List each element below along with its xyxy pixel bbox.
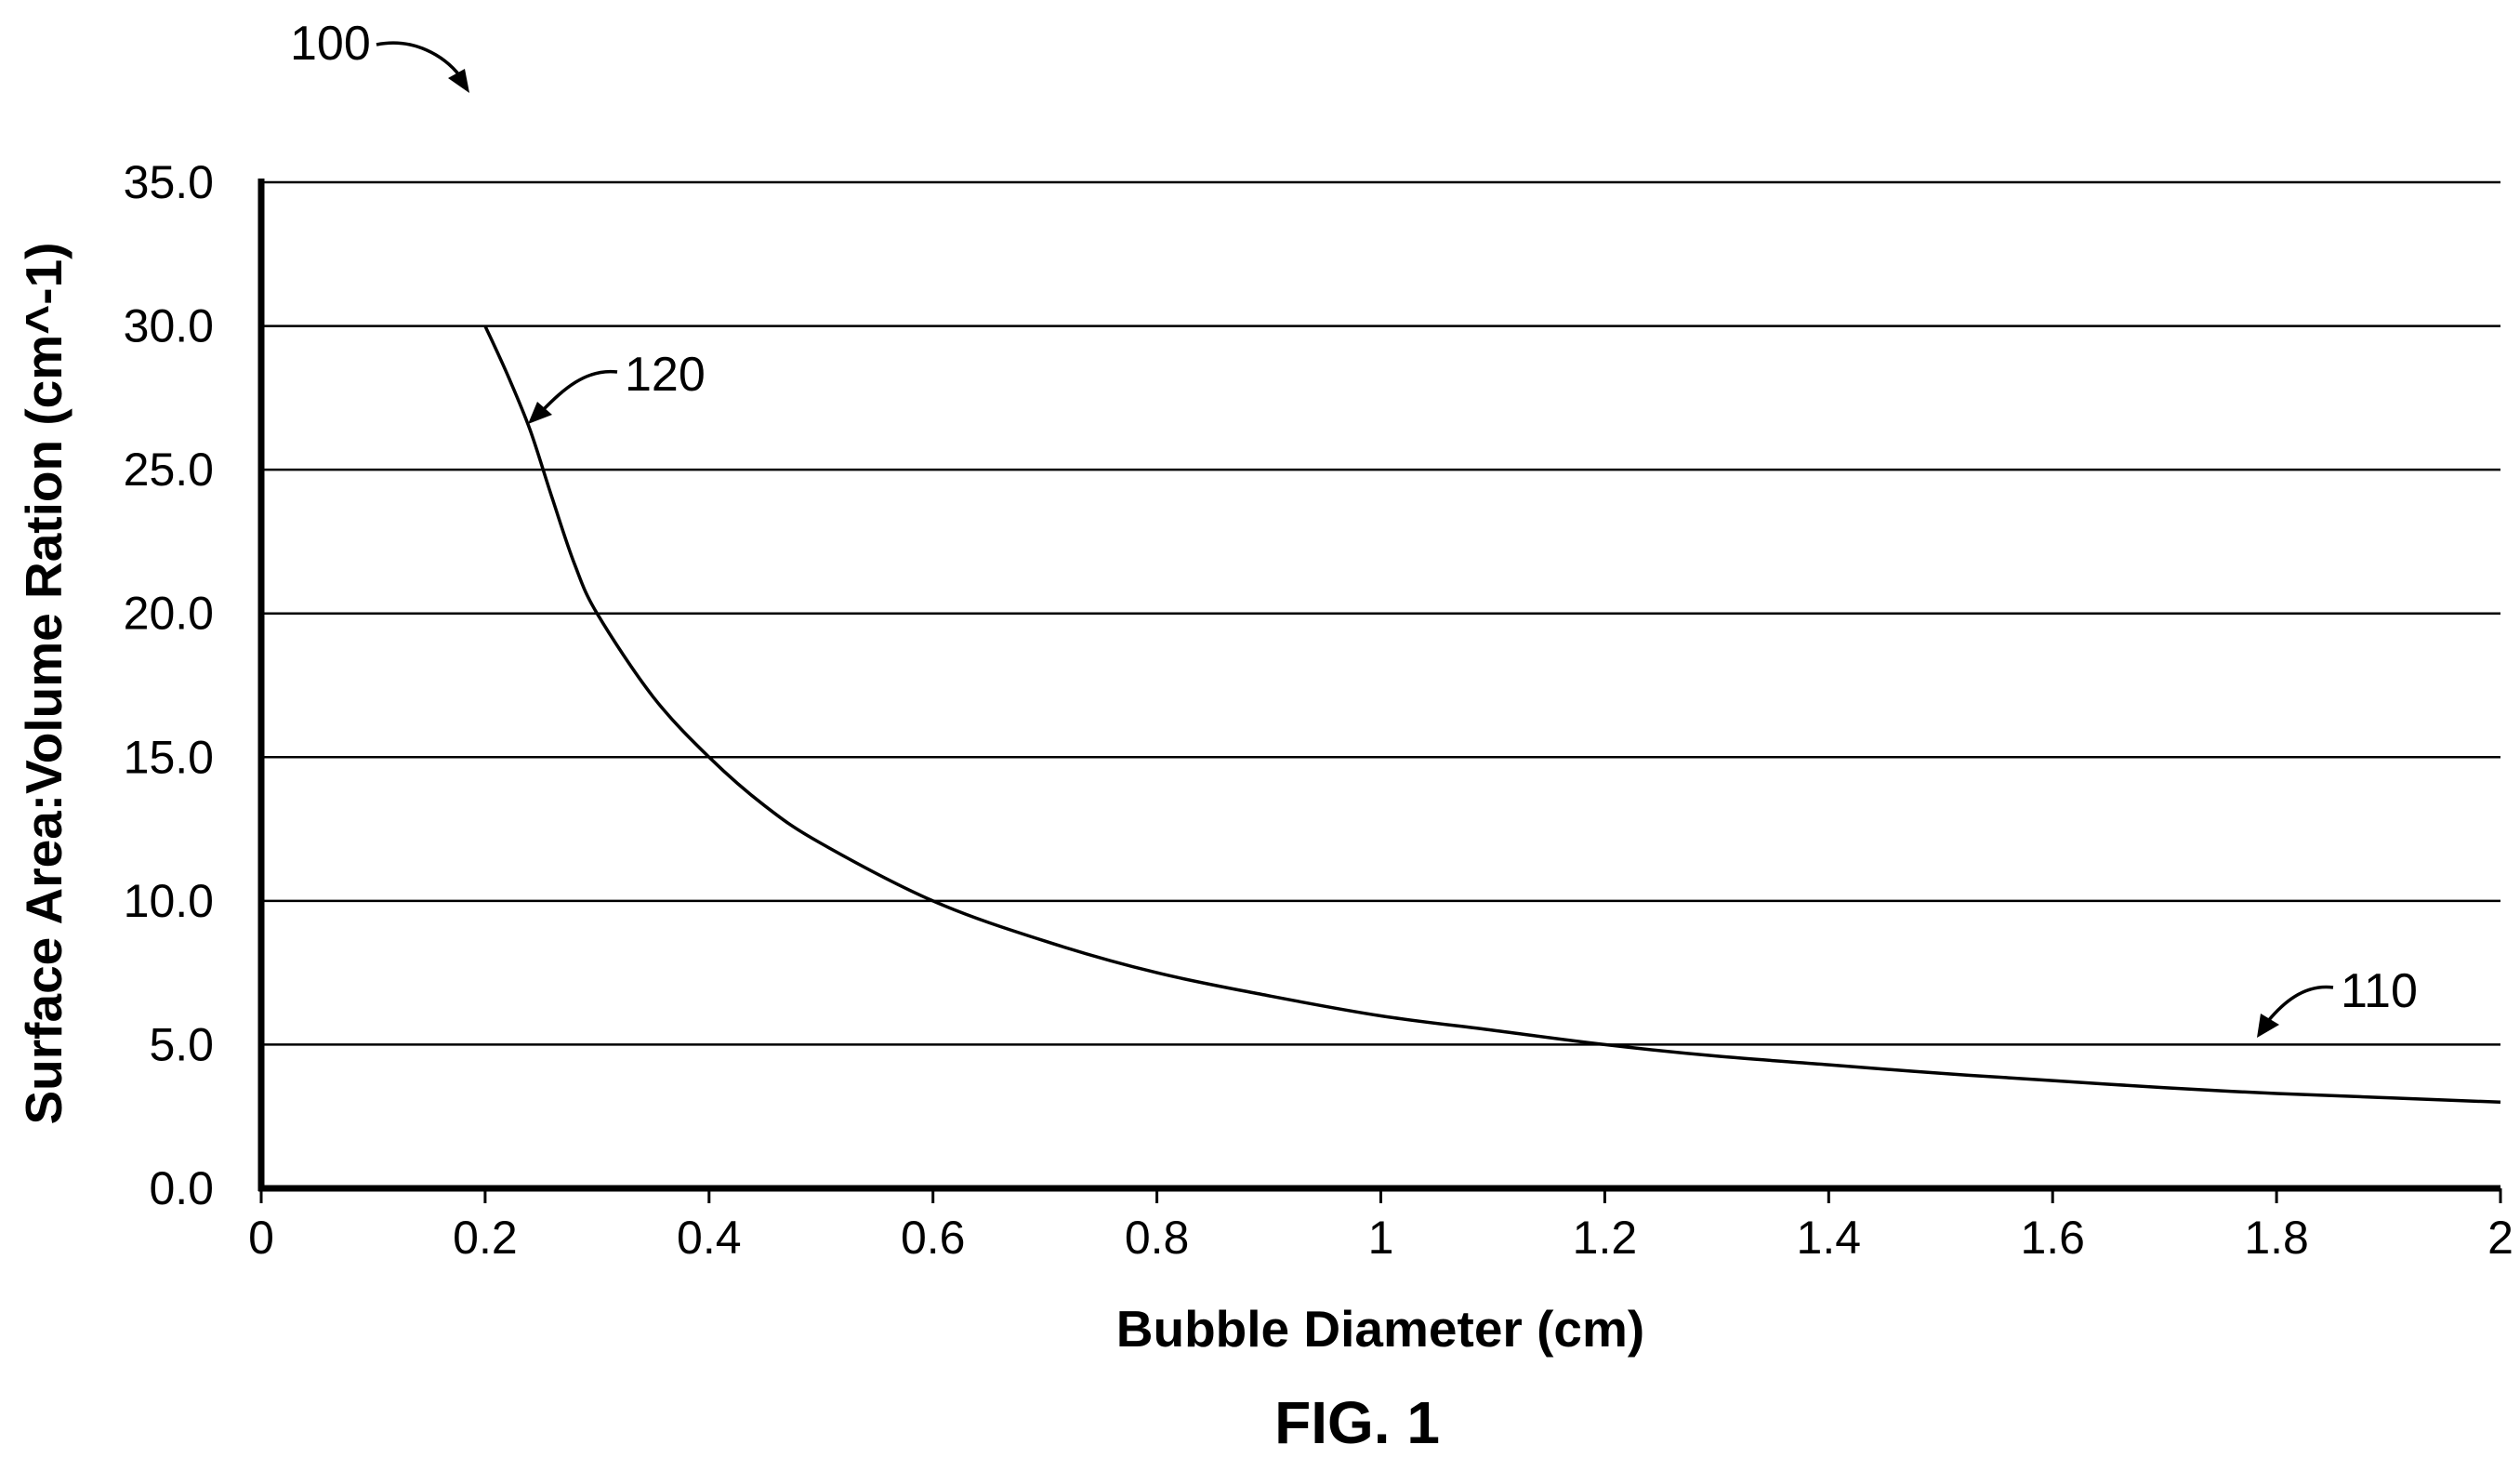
x-tick-label: 1.8 xyxy=(2244,1212,2309,1264)
y-tick-label: 25.0 xyxy=(124,444,214,496)
y-tick-label: 35.0 xyxy=(124,156,214,208)
x-tick-label: 1 xyxy=(1368,1212,1394,1264)
y-axis-title: Surface Area:Volume Ration (cm^-1) xyxy=(15,243,73,1125)
ref-120-arrowhead xyxy=(528,402,552,424)
x-tick-label: 1.2 xyxy=(1573,1212,1638,1264)
x-tick-label: 0.2 xyxy=(453,1212,518,1264)
figure-label: FIG. 1 xyxy=(1274,1389,1440,1456)
x-axis-title: Bubble Diameter (cm) xyxy=(1116,1300,1644,1358)
ref-120-leader xyxy=(542,369,618,411)
ref-110-arrowhead xyxy=(2257,1014,2279,1038)
x-tick-label: 0.8 xyxy=(1125,1212,1190,1264)
x-tick-label: 2 xyxy=(2487,1212,2513,1264)
ref-100-arrowhead xyxy=(448,69,469,93)
x-tick-label: 0.6 xyxy=(901,1212,966,1264)
y-tick-label: 20.0 xyxy=(124,588,214,640)
data-series-line xyxy=(483,325,2501,1105)
ref-numeral-110: 110 xyxy=(2341,964,2418,1018)
ref-100-leader xyxy=(376,41,462,78)
y-tick-label: 10.0 xyxy=(124,875,214,927)
axes xyxy=(257,179,2500,1192)
y-tick-label: 30.0 xyxy=(124,300,214,352)
x-tick-label: 1.4 xyxy=(1797,1212,1862,1264)
x-tick-label: 1.6 xyxy=(2020,1212,2085,1264)
x-tick-label: 0 xyxy=(248,1212,274,1264)
gridlines xyxy=(261,180,2500,1046)
ref-numeral-100: 100 xyxy=(290,17,371,71)
y-tick-label: 15.0 xyxy=(124,731,214,783)
ref-numeral-120: 120 xyxy=(625,348,706,402)
x-tick-labels: 0 0.2 0.4 0.6 0.8 1 1.2 1.4 1.6 1.8 2 xyxy=(248,1188,2513,1264)
y-tick-label: 0.0 xyxy=(149,1162,214,1214)
ref-110-leader xyxy=(2266,985,2334,1023)
y-tick-labels: 0.0 5.0 10.0 15.0 20.0 25.0 30.0 35.0 xyxy=(124,156,214,1214)
x-tick-label: 0.4 xyxy=(677,1212,742,1264)
y-tick-label: 5.0 xyxy=(149,1018,214,1070)
